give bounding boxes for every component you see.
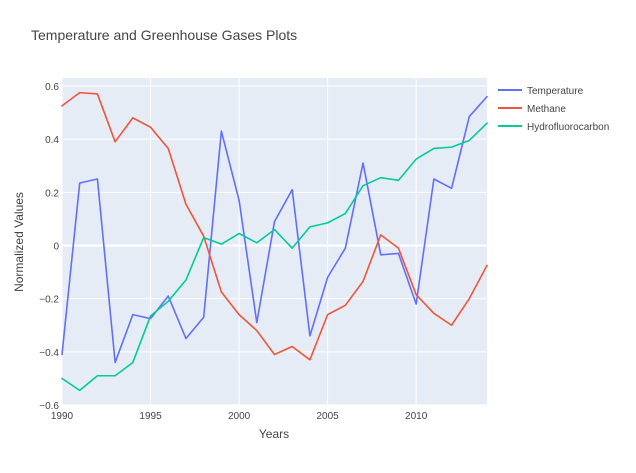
series-lines (61, 91, 488, 392)
legend-item-hydrofluorocarbon[interactable]: Hydrofluorocarbon (498, 122, 609, 133)
y-axis-ticks: −0.6 −0.4 −0.2 0 0.2 0.4 0.6 (39, 82, 59, 412)
y-tick-label: −0.4 (39, 348, 59, 359)
legend-label: Hydrofluorocarbon (527, 122, 609, 133)
legend-label: Temperature (527, 86, 584, 97)
x-axis-label: Years (259, 427, 289, 441)
x-axis-ticks: 1990 1995 2000 2005 2010 (51, 411, 428, 422)
legend-label: Methane (527, 104, 566, 115)
x-tick-label: 2010 (405, 411, 428, 422)
grid-lines (61, 78, 487, 406)
legend[interactable]: Temperature Methane Hydrofluorocarbon (498, 86, 609, 133)
x-tick-label: 2000 (228, 411, 251, 422)
y-axis-label: Normalized Values (12, 192, 26, 292)
legend-item-methane[interactable]: Methane (498, 104, 566, 115)
y-tick-label: −0.2 (39, 295, 59, 306)
y-tick-label: 0.2 (45, 188, 59, 199)
series-line-methane (61, 91, 488, 361)
x-tick-label: 1990 (51, 411, 74, 422)
series-line-temperature (61, 95, 488, 364)
y-tick-label: 0 (53, 241, 59, 252)
x-tick-label: 2005 (317, 411, 340, 422)
y-tick-label: 0.4 (45, 135, 59, 146)
series-line-hydrofluorocarbon (61, 122, 488, 392)
chart-title: Temperature and Greenhouse Gases Plots (31, 27, 297, 43)
x-tick-label: 1995 (139, 411, 162, 422)
legend-item-temperature[interactable]: Temperature (498, 86, 584, 97)
y-tick-label: 0.6 (45, 82, 59, 93)
y-tick-label: −0.6 (39, 401, 59, 412)
